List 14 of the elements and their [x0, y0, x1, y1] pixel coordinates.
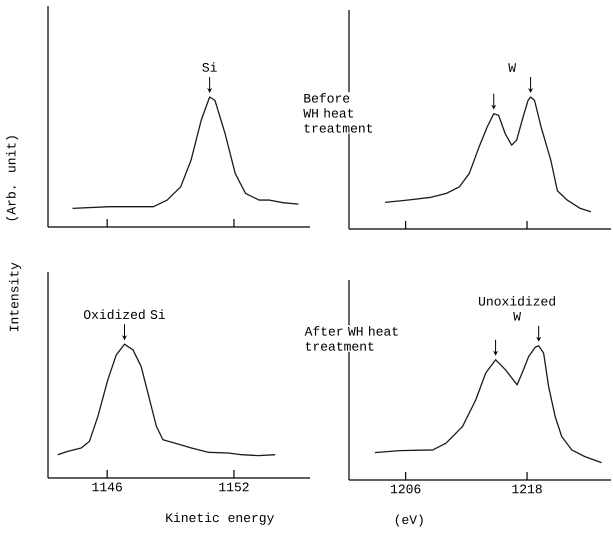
text: Oxidized Si — [84, 309, 165, 320]
x-tick-label: 1206 — [390, 484, 420, 494]
x-axis-title: (eV) — [396, 514, 423, 527]
x-tick-label: 1152 — [219, 482, 249, 492]
x-tick-label: 1218 — [512, 484, 542, 494]
y-axis-title: (Arb. unit) — [6, 136, 18, 220]
text: W — [508, 63, 516, 72]
text: Unoxidized W — [479, 296, 555, 321]
annotation: After WH heat treatment — [304, 326, 398, 351]
annotation: Before WH heat treatment — [303, 93, 372, 133]
text: Si — [202, 62, 217, 72]
x-tick-label: 1146 — [92, 482, 122, 492]
x-axis-title: Kinetic energy — [166, 512, 274, 525]
y-axis-title: Intensity — [8, 262, 22, 332]
